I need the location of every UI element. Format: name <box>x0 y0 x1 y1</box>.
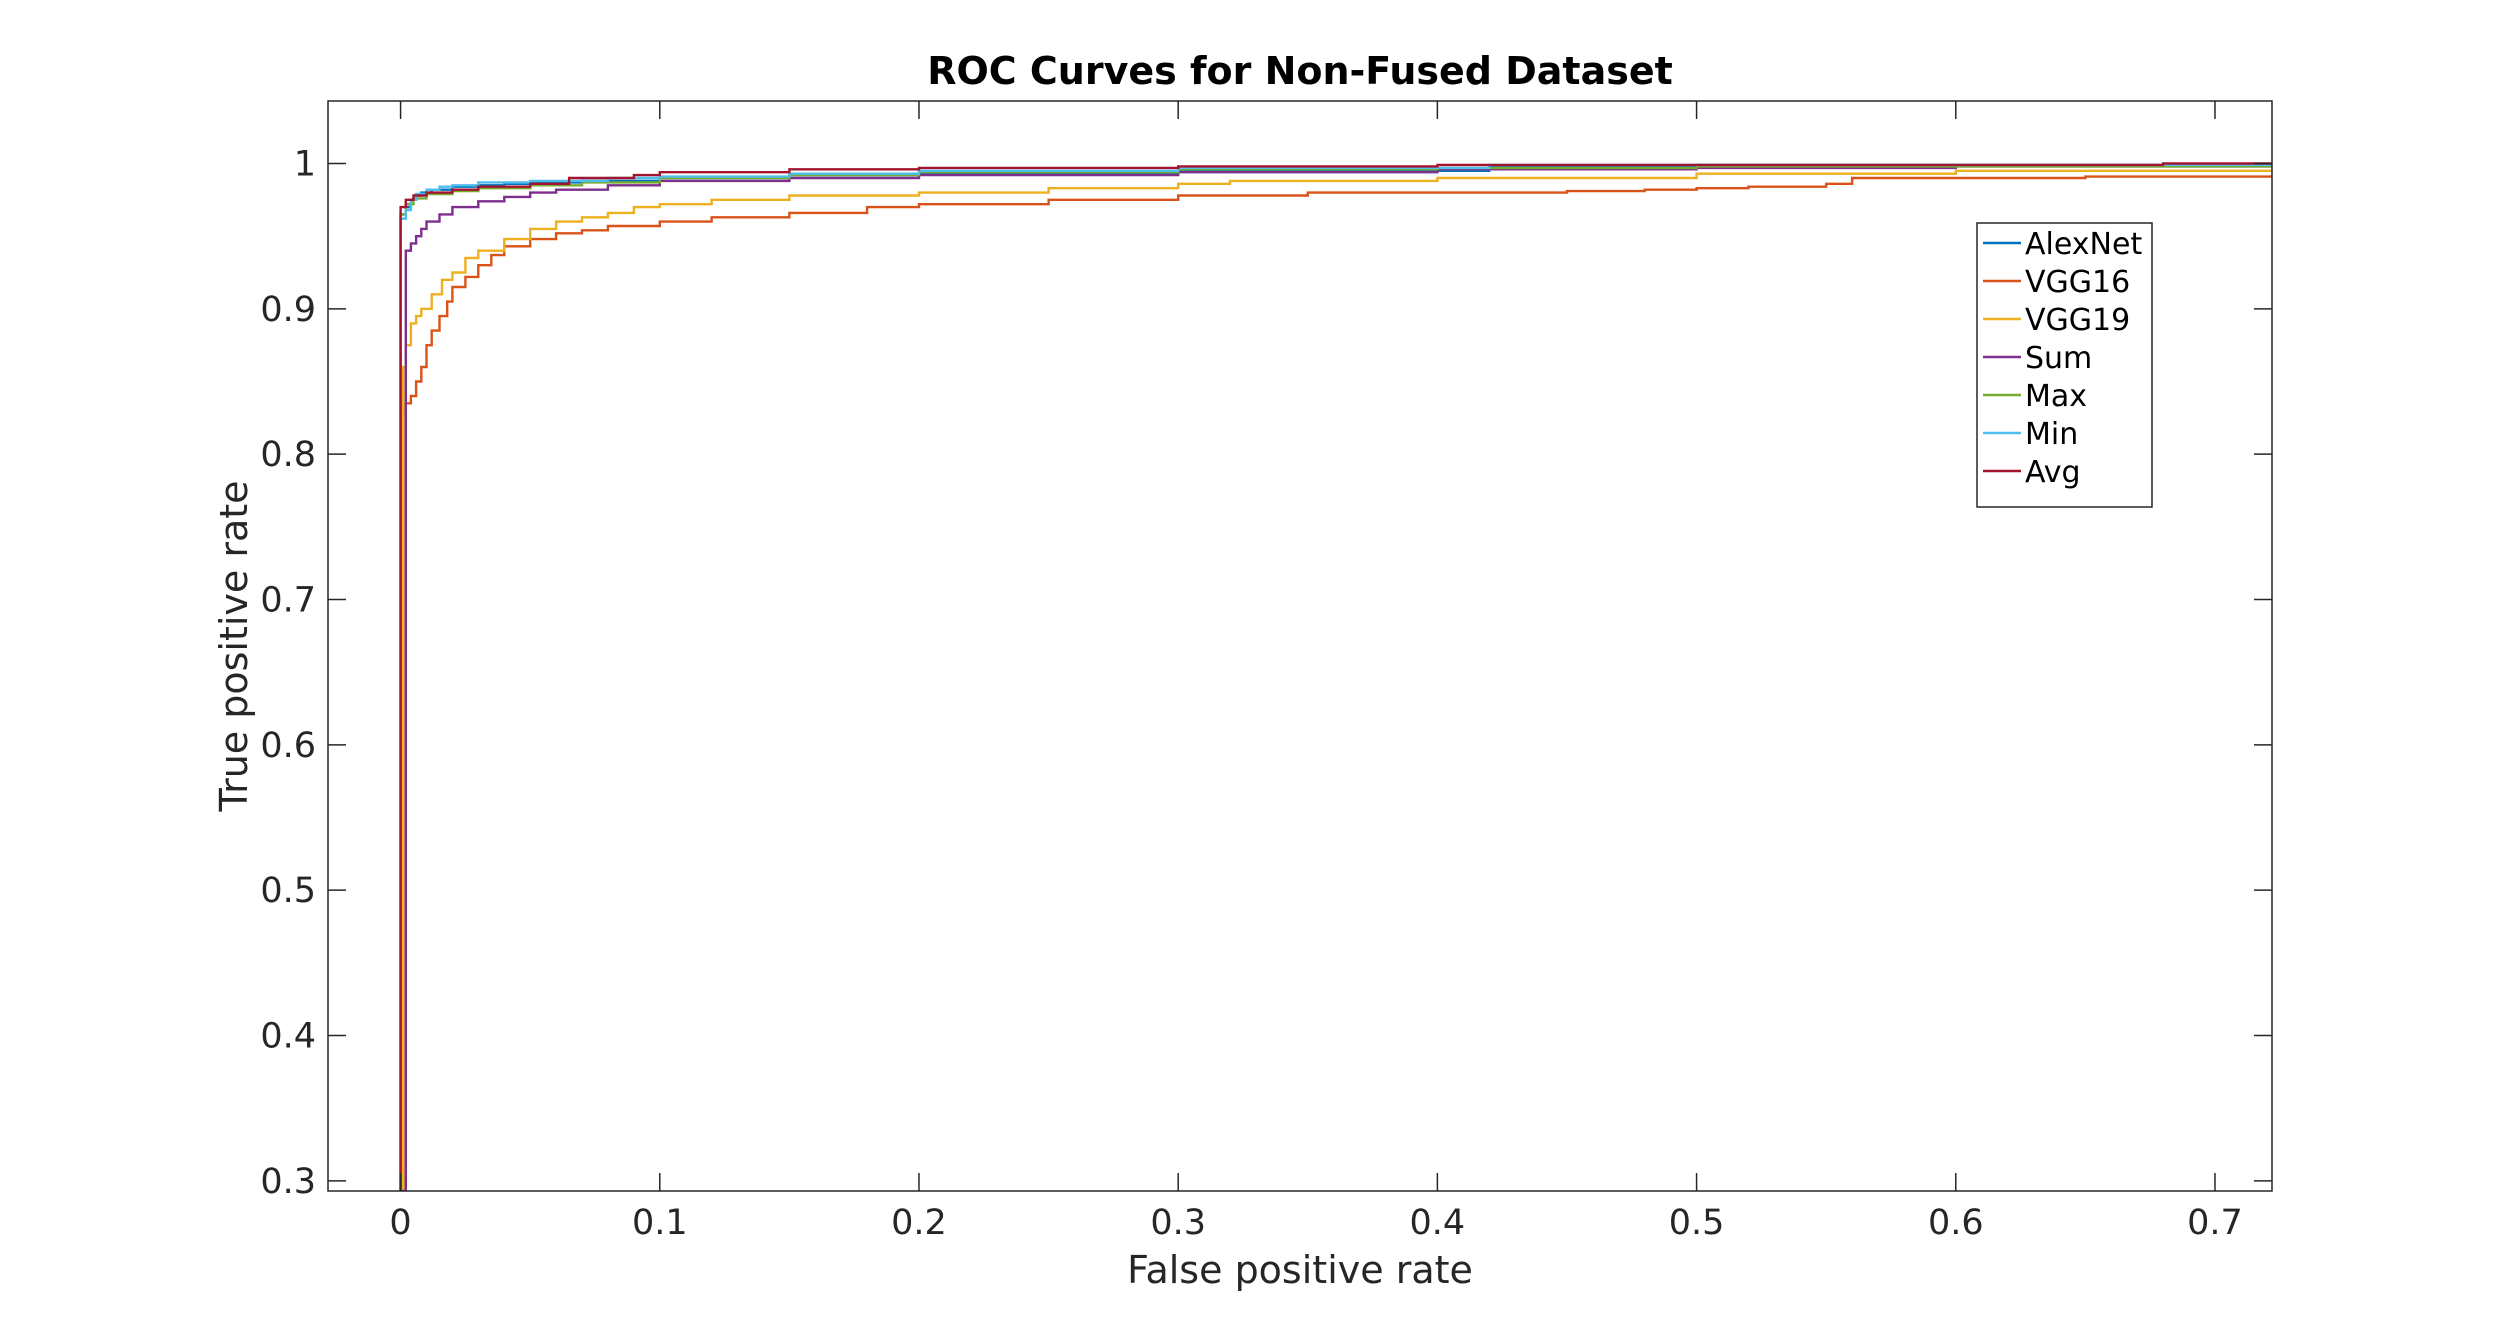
chart-title: ROC Curves for Non-Fused Dataset <box>927 49 1673 93</box>
x-axis-label: False positive rate <box>1127 1248 1473 1292</box>
y-tick-label: 0.9 <box>260 290 316 330</box>
legend-label-vgg16: VGG16 <box>2025 265 2130 300</box>
y-axis-label: True positive rate <box>212 480 256 812</box>
series-line-vgg16 <box>400 175 2272 1191</box>
plot-frame <box>327 100 2273 1192</box>
tick-layer: 0 0.1 0.2 0.3 0.4 0.5 0.6 0.7 0.3 0.4 0.5 0.6 0.7 0.8… <box>260 101 2272 1243</box>
y-tick-label: 0.6 <box>260 726 316 766</box>
legend-label-sum: Sum <box>2025 341 2092 376</box>
x-tick-label: 0.2 <box>891 1203 947 1243</box>
series-layer <box>399 162 2272 1191</box>
x-tick-label: 0.3 <box>1150 1203 1206 1243</box>
plot-area <box>328 101 2272 1191</box>
x-tick-label: 0.7 <box>2187 1203 2243 1243</box>
y-tick-label: 0.4 <box>260 1016 316 1056</box>
y-tick-label: 0.5 <box>260 871 316 911</box>
series-line-vgg19 <box>400 169 2272 1191</box>
legend-label-min: Min <box>2025 417 2078 452</box>
x-tick-label: 0.5 <box>1669 1203 1725 1243</box>
y-tick-label: 0.8 <box>260 435 316 475</box>
legend-label-vgg19: VGG19 <box>2025 303 2130 338</box>
x-tick-label: 0.6 <box>1928 1203 1984 1243</box>
legend-label-avg: Avg <box>2025 455 2081 490</box>
x-tick-label: 0 <box>389 1203 411 1243</box>
series-line-avg <box>399 162 2272 1191</box>
legend-label-alexnet: AlexNet <box>2025 227 2142 262</box>
y-tick-label: 0.3 <box>260 1162 316 1202</box>
y-tick-label: 1 <box>294 144 316 184</box>
x-tick-label: 0.1 <box>632 1203 688 1243</box>
legend-label-max: Max <box>2025 379 2087 414</box>
y-tick-label: 0.7 <box>260 580 316 620</box>
x-tick-label: 0.4 <box>1410 1203 1466 1243</box>
legend-box <box>1976 222 2153 508</box>
series-line-sum <box>400 164 2272 1191</box>
